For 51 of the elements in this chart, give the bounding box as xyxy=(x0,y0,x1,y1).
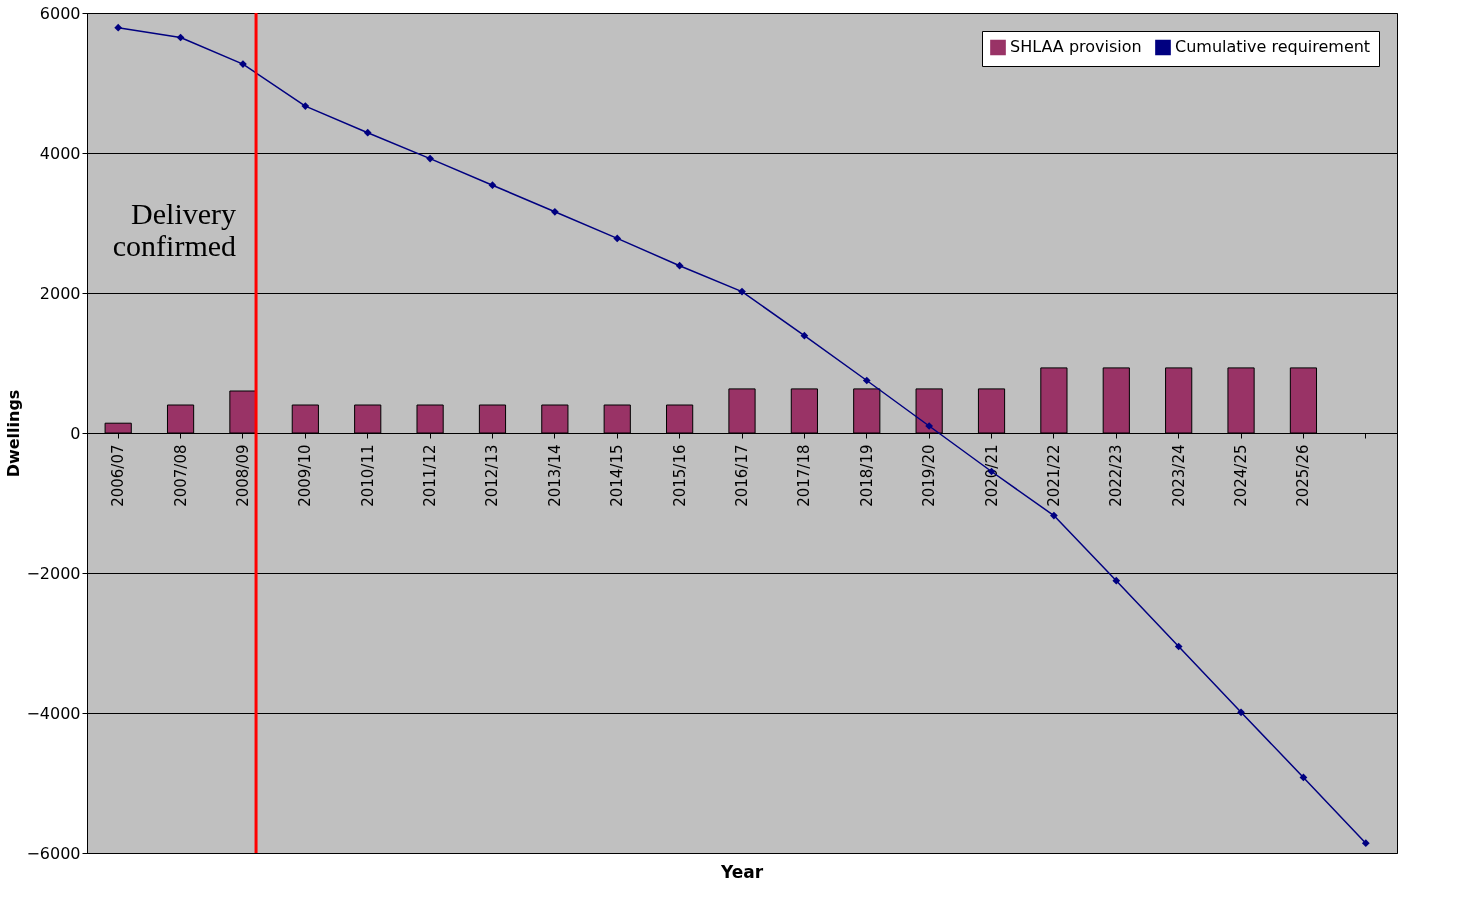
point xyxy=(738,287,746,296)
point xyxy=(1050,511,1058,520)
y-tick-label: −4000 xyxy=(26,703,81,723)
x-tick-label: 2011/12 xyxy=(421,444,440,507)
point xyxy=(363,128,372,137)
x-tick-label: 2008/09 xyxy=(233,444,252,507)
x-tick-label: 2015/16 xyxy=(670,444,689,507)
point xyxy=(800,331,809,340)
x-tick-label: 2009/10 xyxy=(296,444,315,507)
x-tick-label: 2019/20 xyxy=(920,444,939,507)
point xyxy=(550,207,559,216)
x-tick-label: 2017/18 xyxy=(795,444,814,507)
x-tick-label: 2024/25 xyxy=(1232,444,1251,507)
x-tick-label: 2016/17 xyxy=(733,444,751,507)
point xyxy=(488,181,497,190)
x-tick-label: 2007/08 xyxy=(171,444,190,507)
point xyxy=(925,422,934,430)
point xyxy=(613,234,622,243)
legend-label: Cumulative requirement xyxy=(1175,37,1371,57)
ref-line-label: Delivery confirmed xyxy=(112,196,237,262)
x-tick-label: 2020/21 xyxy=(982,444,1001,507)
point xyxy=(1174,642,1183,651)
point xyxy=(675,261,684,270)
x-tick-label: 2018/19 xyxy=(857,444,876,507)
legend-label: SHLAA provision xyxy=(1010,37,1142,57)
x-axis-title: Year xyxy=(719,862,764,882)
y-tick-label: 4000 xyxy=(39,143,81,163)
y-tick-label: 0 xyxy=(70,423,81,443)
point xyxy=(426,154,434,163)
x-tick-label: 2025/26 xyxy=(1294,444,1313,507)
point xyxy=(1112,576,1121,585)
x-tick-label: 2012/13 xyxy=(483,444,502,507)
x-tick-label: 2023/24 xyxy=(1169,444,1188,507)
x-tick-label: 2014/15 xyxy=(608,444,627,507)
y-axis-title: Dwellings xyxy=(4,389,24,478)
y-tick-label: 6000 xyxy=(39,3,81,23)
x-tick-label: 2010/11 xyxy=(358,444,377,507)
x-tick-label: 2013/14 xyxy=(545,444,564,507)
y-tick-label: −2000 xyxy=(26,563,81,583)
point xyxy=(1299,773,1308,782)
x-tick-label: 2006/07 xyxy=(109,444,128,507)
x-tick-label: 2021/22 xyxy=(1044,444,1063,507)
point xyxy=(1361,839,1370,848)
point xyxy=(1237,708,1245,717)
y-tick-label: 2000 xyxy=(39,283,81,303)
y-tick-label: −6000 xyxy=(26,843,81,863)
x-tick-label: 2022/23 xyxy=(1107,444,1126,507)
point xyxy=(301,102,310,110)
point xyxy=(114,23,123,32)
point xyxy=(862,376,871,385)
point xyxy=(239,60,247,68)
